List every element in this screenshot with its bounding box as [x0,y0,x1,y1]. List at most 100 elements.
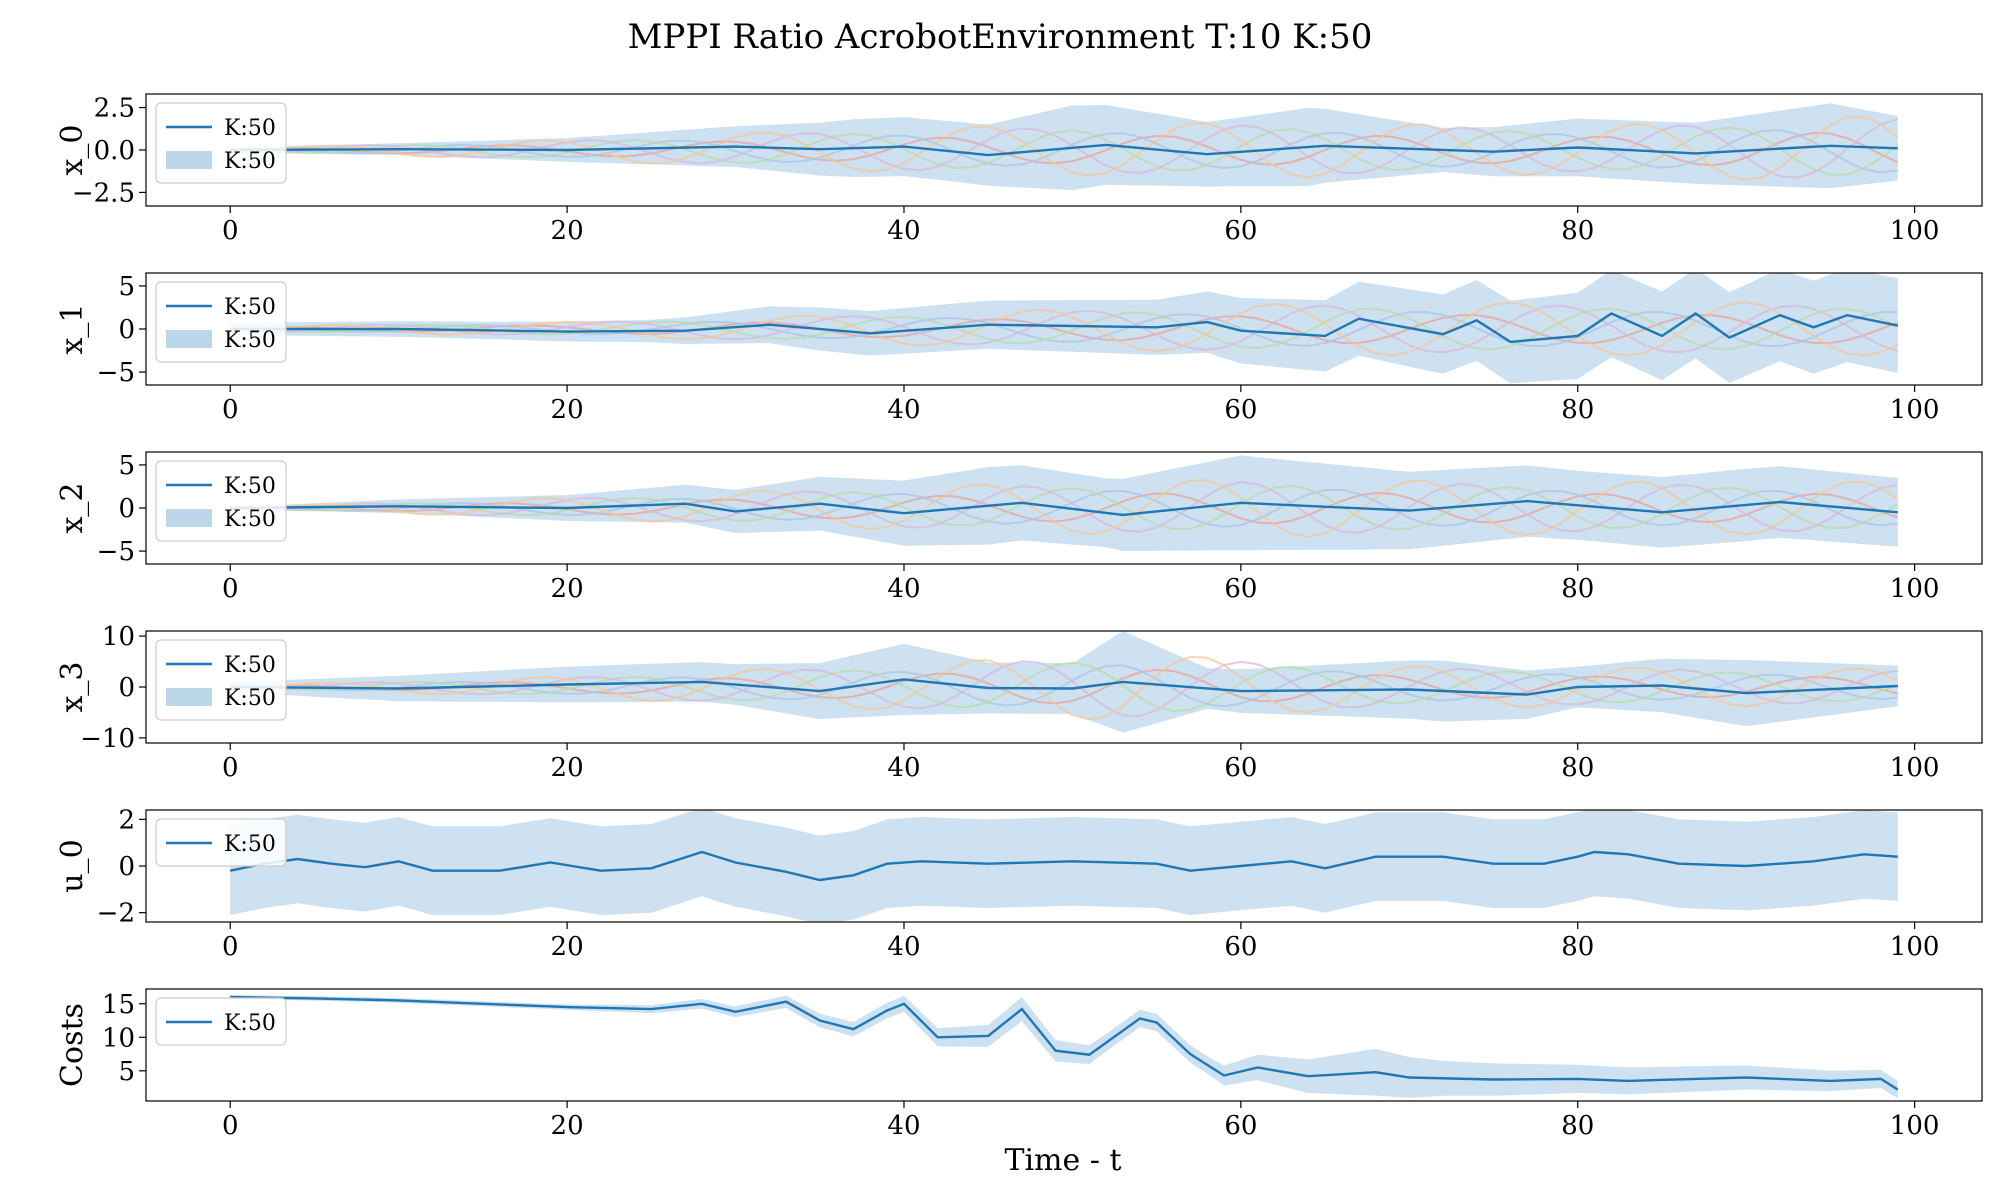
x-tick-label: 0 [222,395,239,425]
y-tick-label: 5 [118,272,135,302]
plot-area [230,455,1899,551]
plot-area [230,631,1899,733]
y-tick-label: 15 [102,990,135,1020]
x-axis-label: Time - t [1004,1143,1121,1178]
y-tick-label: 5 [118,451,135,481]
legend: K:50 K:50 [155,639,287,721]
subplot-x_1: 0 20 40 60 80 100 −5 0 5 x_1 K:50 K:50 [55,272,1983,425]
legend-label: K:50 [224,1011,276,1036]
y-tick-label: 10 [102,622,135,652]
y-tick-label: 10 [102,1023,135,1053]
y-tick-label: 0 [118,315,135,345]
x-tick-label: 100 [1890,932,1940,962]
subplot-u_0: 0 20 40 60 80 100 −2 0 2 u_0 K:50 [55,805,1983,962]
sample-trajectory-2 [230,126,1899,176]
y-tick-label: 0.0 [94,136,135,166]
mean-line [229,850,1898,882]
x-tick-label: 100 [1890,574,1940,604]
x-tick-label: 20 [551,395,584,425]
x-tick-label: 20 [551,932,584,962]
legend-band-swatch [166,688,212,706]
legend: K:50 [155,997,287,1046]
y-tick-label: 0 [118,852,135,882]
legend-band-swatch [166,330,212,348]
y-tick-label: 5 [118,1057,135,1087]
std-band [230,631,1898,733]
subplot-x_3: 0 20 40 60 80 100 −10 0 10 x_3 K:50 K:50 [55,622,1983,783]
plot-area [230,273,1899,384]
mean-line [230,995,1899,1091]
mean-line [230,312,1899,344]
legend-label: K:50 [224,832,276,857]
sample-trajectory-2 [230,484,1899,531]
y-tick-label: −5 [97,537,135,567]
x-tick-label: 0 [222,753,239,783]
legend-label: K:50 [224,653,276,678]
x-tick-label: 80 [1561,574,1594,604]
legend-box [155,997,287,1046]
y-tick-label: −5 [97,358,135,388]
y-axis-label: x_2 [55,482,90,533]
y-axis-label: x_3 [55,661,90,712]
x-tick-label: 0 [222,932,239,962]
sample-trajectory-4 [230,479,1899,538]
x-tick-label: 40 [887,395,920,425]
plot-area [230,103,1899,191]
x-tick-label: 80 [1561,395,1594,425]
y-tick-label: −2 [97,899,135,929]
legend: K:50 K:50 [155,460,287,542]
x-tick-label: 60 [1224,753,1257,783]
y-tick-label: 0 [118,494,135,524]
std-band [230,273,1898,384]
x-tick-label: 60 [1224,1111,1257,1141]
subplot-x_0: 0 20 40 60 80 100 −2.5 0.0 2.5x_0 K:50 K:50 [55,93,1983,246]
x-tick-label: 20 [551,574,584,604]
sample-trajectory-3 [230,660,1898,718]
x-tick-label: 40 [887,216,920,246]
y-tick-label: 0 [118,673,135,703]
y-tick-label: 2 [118,805,135,835]
x-tick-label: 20 [551,753,584,783]
legend: K:50 [155,818,287,867]
y-axis-label: x_0 [55,124,90,175]
mean-line [230,678,1898,696]
x-tick-label: 60 [1224,395,1257,425]
x-tick-label: 40 [887,932,920,962]
x-tick-label: 80 [1561,216,1594,246]
axes-frame [145,988,1983,1102]
mean-line [230,143,1898,157]
x-tick-label: 60 [1224,574,1257,604]
sample-trajectory-3 [230,481,1899,534]
plot-area [230,995,1899,1099]
x-tick-label: 20 [551,216,584,246]
subplots: 0 20 40 60 80 100−2.50.02.5x_0 K:50K:500 20 40 60… [55,93,1983,1141]
x-tick-label: 0 [222,574,239,604]
legend-band-swatch [166,509,212,527]
legend-label: K:50 [224,328,276,353]
x-tick-label: 40 [887,1111,920,1141]
y-axis-label: x_1 [55,303,90,354]
x-tick-label: 0 [222,1111,239,1141]
legend-label: K:50 [224,474,276,499]
sample-trajectory-1 [230,310,1898,348]
x-tick-label: 80 [1561,1111,1594,1141]
legend: K:50 K:50 [155,102,287,184]
x-tick-label: 100 [1890,753,1940,783]
y-axis-label: u_0 [55,839,90,892]
sample-trajectory-3 [230,118,1899,179]
y-tick-label: −2.5 [72,178,135,208]
legend-label: K:50 [224,116,276,141]
std-band [230,995,1898,1099]
plot-area [229,810,1898,922]
x-tick-label: 60 [1224,932,1257,962]
x-tick-label: 80 [1561,932,1594,962]
x-tick-label: 40 [887,753,920,783]
legend-label: K:50 [224,686,276,711]
legend-label: K:50 [224,149,276,174]
legend-label: K:50 [224,507,276,532]
std-band [230,810,1898,922]
legend: K:50 K:50 [155,281,287,363]
mean-line [230,499,1898,517]
